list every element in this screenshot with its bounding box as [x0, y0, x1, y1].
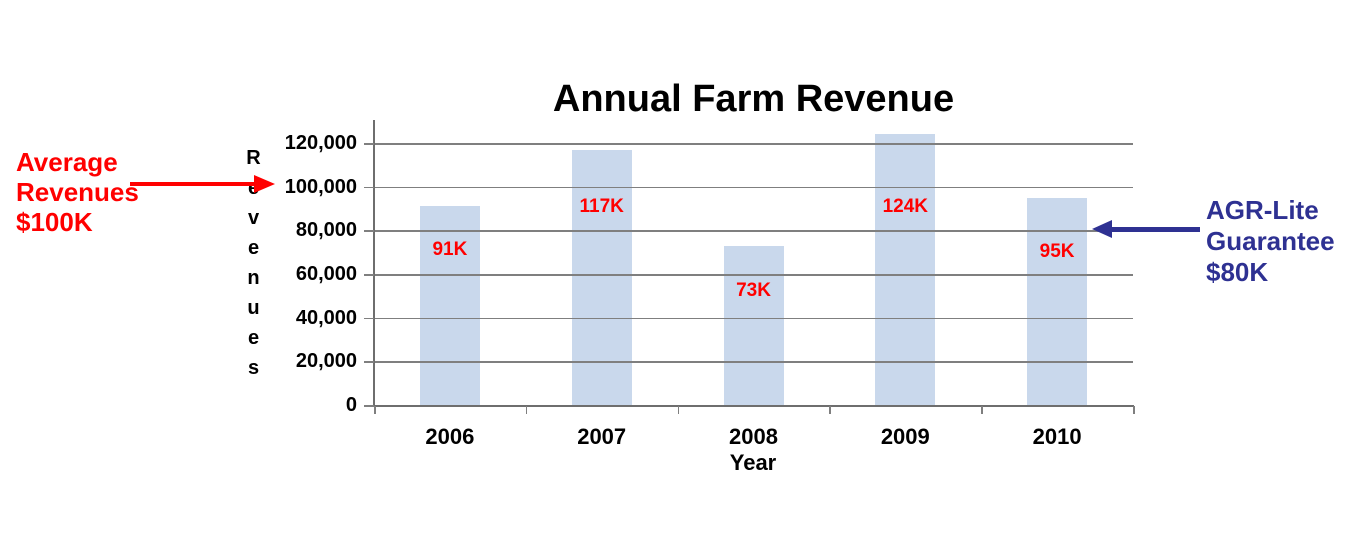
y-axis-title-letter: R	[246, 147, 261, 169]
gridline-60000	[374, 274, 1133, 276]
y-tick-label-60000: 60,000	[295, 263, 357, 285]
x-axis-tick	[677, 406, 680, 414]
y-axis-title-letter: u	[247, 297, 260, 319]
x-axis-title-year: Year	[729, 450, 777, 475]
x-axis-tick	[981, 406, 983, 414]
y-axis-tick	[364, 274, 374, 276]
y-axis-title-letter: e	[247, 327, 260, 349]
x-axis-tick	[829, 406, 831, 414]
x-axis-label-2008: 2008	[729, 424, 778, 449]
y-tick-label-80000: 80,000	[295, 219, 357, 242]
gridline-40000	[374, 317, 1133, 320]
bar-value-label-117K: 117K	[579, 195, 624, 217]
y-axis-tick	[364, 186, 374, 189]
bar-2008	[723, 245, 784, 405]
annotation-line: Revenues	[16, 177, 139, 207]
bar-2010	[1027, 197, 1088, 405]
x-axis-label-2007: 2007	[577, 424, 627, 449]
y-tick-label-0: 0	[345, 394, 357, 416]
right-arrow-icon	[254, 175, 275, 193]
bar-2006	[419, 206, 480, 405]
blue-arrow-line	[1108, 227, 1200, 232]
y-axis-title-letter: e	[247, 177, 260, 199]
annotation-agr-lite-guarantee: AGR-Lite Guarantee $80K	[1206, 195, 1335, 288]
y-tick-label-100000: 100,000	[284, 175, 357, 198]
annotation-line: Average	[16, 147, 118, 177]
gridline-120000	[374, 143, 1133, 145]
bar-value-label-124K: 124K	[882, 196, 928, 218]
bar-value-label-73K: 73K	[736, 279, 771, 301]
x-axis-label-2010: 2010	[1032, 424, 1082, 449]
x-axis-tick	[374, 406, 376, 414]
y-axis-tick	[364, 143, 374, 145]
x-axis-line	[374, 405, 1134, 407]
y-axis-tick	[364, 405, 374, 407]
y-axis-title-letter: s	[247, 357, 260, 379]
y-axis-title-letter: v	[247, 207, 260, 229]
x-axis-label-2006: 2006	[425, 424, 475, 449]
gridline-80000	[374, 230, 1133, 232]
left-arrow-icon	[1092, 220, 1112, 238]
y-tick-label-20000: 20,000	[295, 350, 357, 373]
y-axis-title-letter: n	[247, 267, 260, 289]
annotation-line: $100K	[16, 207, 93, 237]
y-axis-tick	[364, 230, 374, 232]
gridline-100000	[374, 186, 1133, 189]
y-axis-tick	[364, 361, 374, 363]
x-axis-tick	[525, 406, 528, 414]
red-arrow-line	[130, 182, 256, 186]
y-tick-label-120000: 120,000	[284, 132, 357, 154]
annotation-line: Guarantee	[1206, 226, 1335, 256]
annotation-average-revenues: Average Revenues $100K	[16, 147, 139, 237]
chart-title: Annual Farm Revenue	[552, 78, 955, 120]
x-axis-label-2009: 2009	[880, 424, 930, 449]
y-axis-line	[373, 120, 375, 407]
gridline-20000	[374, 361, 1133, 363]
y-axis-title-letter: e	[247, 237, 260, 259]
bar-2009	[875, 134, 936, 405]
y-axis-tick	[364, 317, 374, 320]
annotation-line: AGR-Lite	[1206, 195, 1319, 225]
bar-value-label-95K: 95K	[1039, 240, 1075, 262]
annotation-line: $80K	[1206, 257, 1269, 287]
x-axis-tick	[1133, 406, 1135, 414]
y-tick-label-40000: 40,000	[295, 306, 357, 329]
bar-value-label-91K: 91K	[432, 239, 468, 261]
